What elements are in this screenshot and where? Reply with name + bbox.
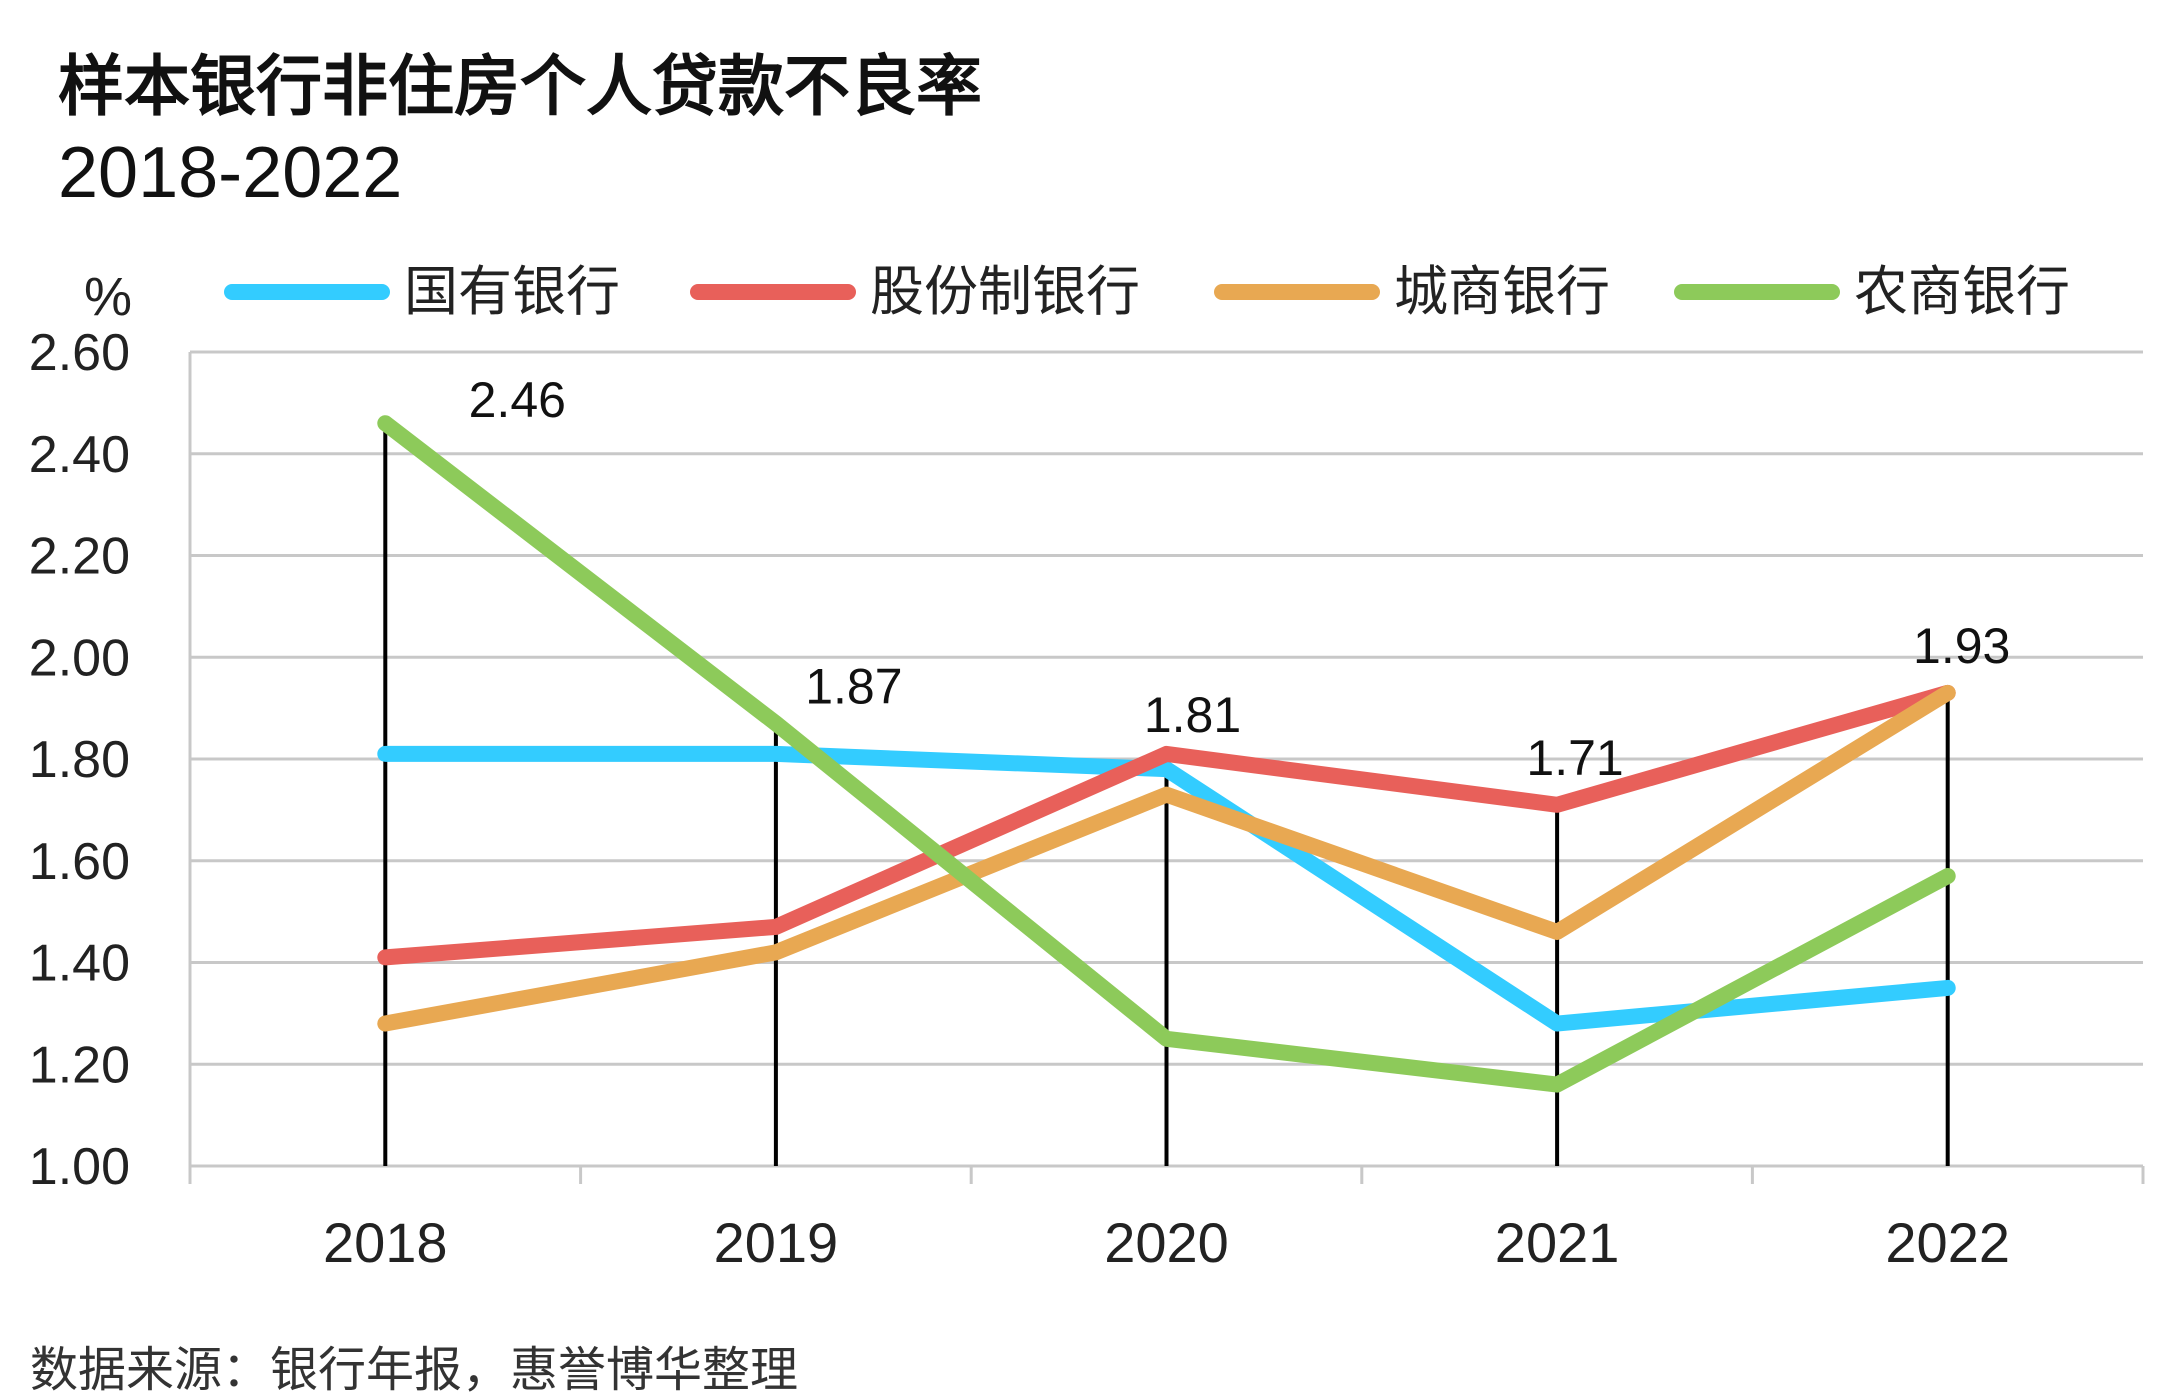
data-label: 1.93 <box>1913 618 2010 674</box>
y-tick-label: 1.80 <box>29 731 130 789</box>
series-line <box>377 684 1956 1032</box>
y-tick-label: 2.00 <box>29 629 130 687</box>
chart-title: 样本银行非住房个人贷款不良率 <box>58 49 982 123</box>
data-label: 1.81 <box>1144 687 1241 743</box>
series-lines <box>377 415 1956 1093</box>
data-label: 2.46 <box>469 372 566 428</box>
x-tick-label: 2019 <box>714 1211 839 1274</box>
y-tick-label: 1.20 <box>29 1036 130 1094</box>
data-label: 1.87 <box>805 658 902 714</box>
legend-label: 城商银行 <box>1394 262 1610 322</box>
y-tick-label: 2.20 <box>29 528 130 586</box>
data-label: 1.71 <box>1526 730 1623 786</box>
series-line <box>377 684 1956 966</box>
axes: 2018 2019 2020 2021 2022% <box>84 267 2145 1274</box>
series-line <box>377 415 1956 1093</box>
legend-label: 股份制银行 <box>870 262 1140 322</box>
source-note: 数据来源：银行年报，惠誉博华整理 <box>30 1344 799 1397</box>
x-tick-label: 2021 <box>1495 1211 1620 1274</box>
y-tick-label: 1.00 <box>29 1138 130 1196</box>
legend-label: 国有银行 <box>404 262 620 322</box>
data-labels: 2.46 1.87 1.81 1.71 1.93 <box>469 372 2011 786</box>
chart-subtitle: 2018-2022 <box>58 133 403 213</box>
legend: 国有银行 股份制银行 城商银行 农商银行 <box>224 262 2070 322</box>
y-unit-label: % <box>84 267 132 327</box>
x-tick-label: 2020 <box>1104 1211 1229 1274</box>
legend-label: 农商银行 <box>1854 262 2070 322</box>
y-tick-label: 1.40 <box>29 935 130 993</box>
x-tick-label: 2018 <box>323 1211 448 1274</box>
x-tick-label: 2022 <box>1885 1211 2010 1274</box>
y-tick-label: 2.60 <box>29 324 130 382</box>
y-tick-label: 2.40 <box>29 426 130 484</box>
y-tick-label: 1.60 <box>29 833 130 891</box>
